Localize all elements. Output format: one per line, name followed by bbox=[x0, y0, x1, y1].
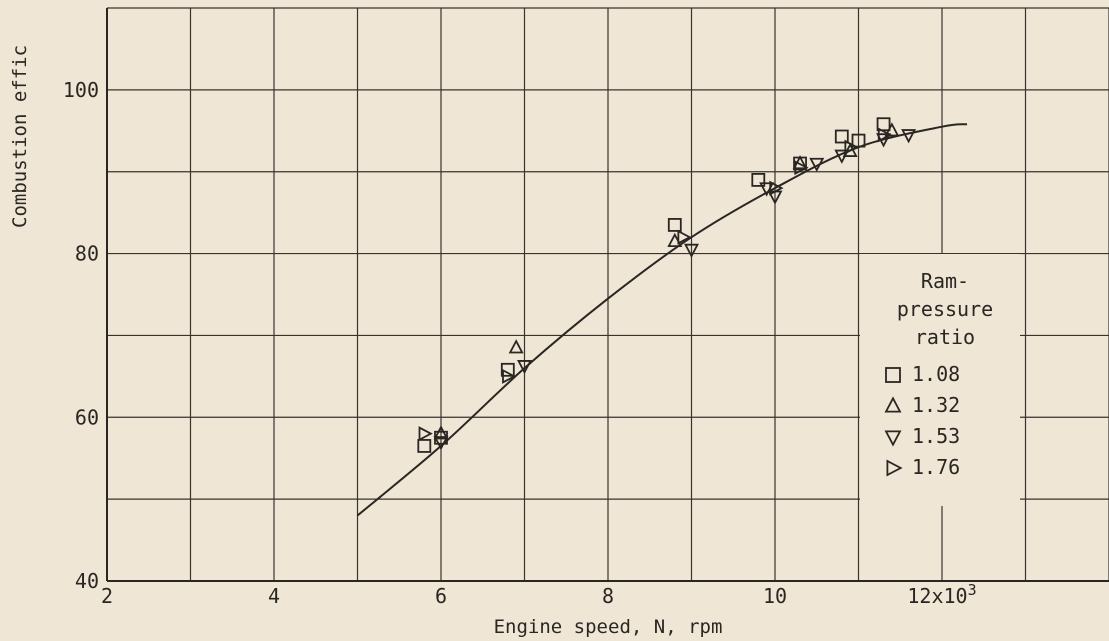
data-points bbox=[417, 117, 917, 453]
legend-marker-1-32 bbox=[884, 396, 902, 413]
legend-entries: 1.08 1.32 1.53 1.76 bbox=[884, 362, 960, 479]
y-tick-label: 60 bbox=[75, 405, 99, 429]
y-tick-label: 100 bbox=[63, 78, 99, 102]
legend-title-line-1: Ram- bbox=[921, 269, 969, 293]
y-tick-label: 40 bbox=[75, 569, 99, 593]
x-tick-label: 2 bbox=[101, 584, 113, 608]
legend-marker-1-08 bbox=[885, 367, 901, 383]
data-point-1-08 bbox=[667, 218, 682, 232]
fit-curve bbox=[356, 123, 968, 517]
legend-title-line-3: ratio bbox=[915, 325, 975, 349]
y-axis-label: Combustion effic bbox=[9, 45, 31, 228]
y-tick-labels: 40 60 80 100 bbox=[63, 78, 99, 593]
legend-title-line-2: pressure bbox=[897, 297, 993, 321]
x-tick-label: 6 bbox=[435, 584, 447, 608]
data-point-1-76 bbox=[877, 127, 893, 143]
data-point-1-08 bbox=[751, 172, 766, 187]
y-tick-label: 80 bbox=[75, 242, 99, 266]
data-point-1-76 bbox=[844, 139, 859, 155]
legend-label: 1.32 bbox=[912, 393, 960, 417]
x-tick-label: 10 bbox=[763, 584, 787, 608]
data-point-1-76 bbox=[769, 180, 784, 196]
x-tick-exponent: 3 bbox=[968, 581, 977, 599]
legend-label: 1.08 bbox=[912, 362, 960, 386]
x-axis-label: Engine speed, N, rpm bbox=[494, 616, 723, 638]
data-point-1-76 bbox=[418, 426, 433, 442]
data-point-1-76 bbox=[794, 160, 809, 176]
data-point-1-53 bbox=[809, 157, 825, 173]
data-point-1-32 bbox=[508, 339, 524, 354]
x-tick-label: 8 bbox=[602, 584, 614, 608]
data-point-1-32 bbox=[433, 425, 449, 440]
x-tick-labels: 2 4 6 8 10 12x103 bbox=[101, 581, 977, 608]
data-point-1-08 bbox=[851, 133, 866, 148]
legend-label: 1.53 bbox=[912, 424, 960, 448]
data-point-1-32 bbox=[884, 122, 900, 137]
data-point-1-53 bbox=[901, 129, 917, 144]
data-point-1-53 bbox=[684, 243, 699, 259]
data-point-1-08 bbox=[876, 117, 891, 132]
legend: Ram- pressure ratio 1.08 1.32 1.53 1.76 bbox=[860, 254, 1020, 506]
data-point-1-08 bbox=[500, 362, 515, 377]
data-point-1-08 bbox=[834, 129, 849, 144]
legend-label: 1.76 bbox=[912, 455, 960, 479]
legend-marker-1-53 bbox=[884, 430, 902, 447]
data-point-1-53 bbox=[834, 149, 850, 164]
x-tick-label: 4 bbox=[268, 584, 280, 608]
data-point-1-53 bbox=[517, 360, 532, 375]
data-point-1-76 bbox=[677, 229, 692, 245]
legend-marker-1-76 bbox=[886, 459, 903, 477]
data-point-1-08 bbox=[417, 439, 432, 453]
data-point-1-53 bbox=[433, 436, 449, 451]
x-tick-label: 12x103 bbox=[907, 581, 976, 608]
data-point-1-76 bbox=[502, 368, 517, 384]
